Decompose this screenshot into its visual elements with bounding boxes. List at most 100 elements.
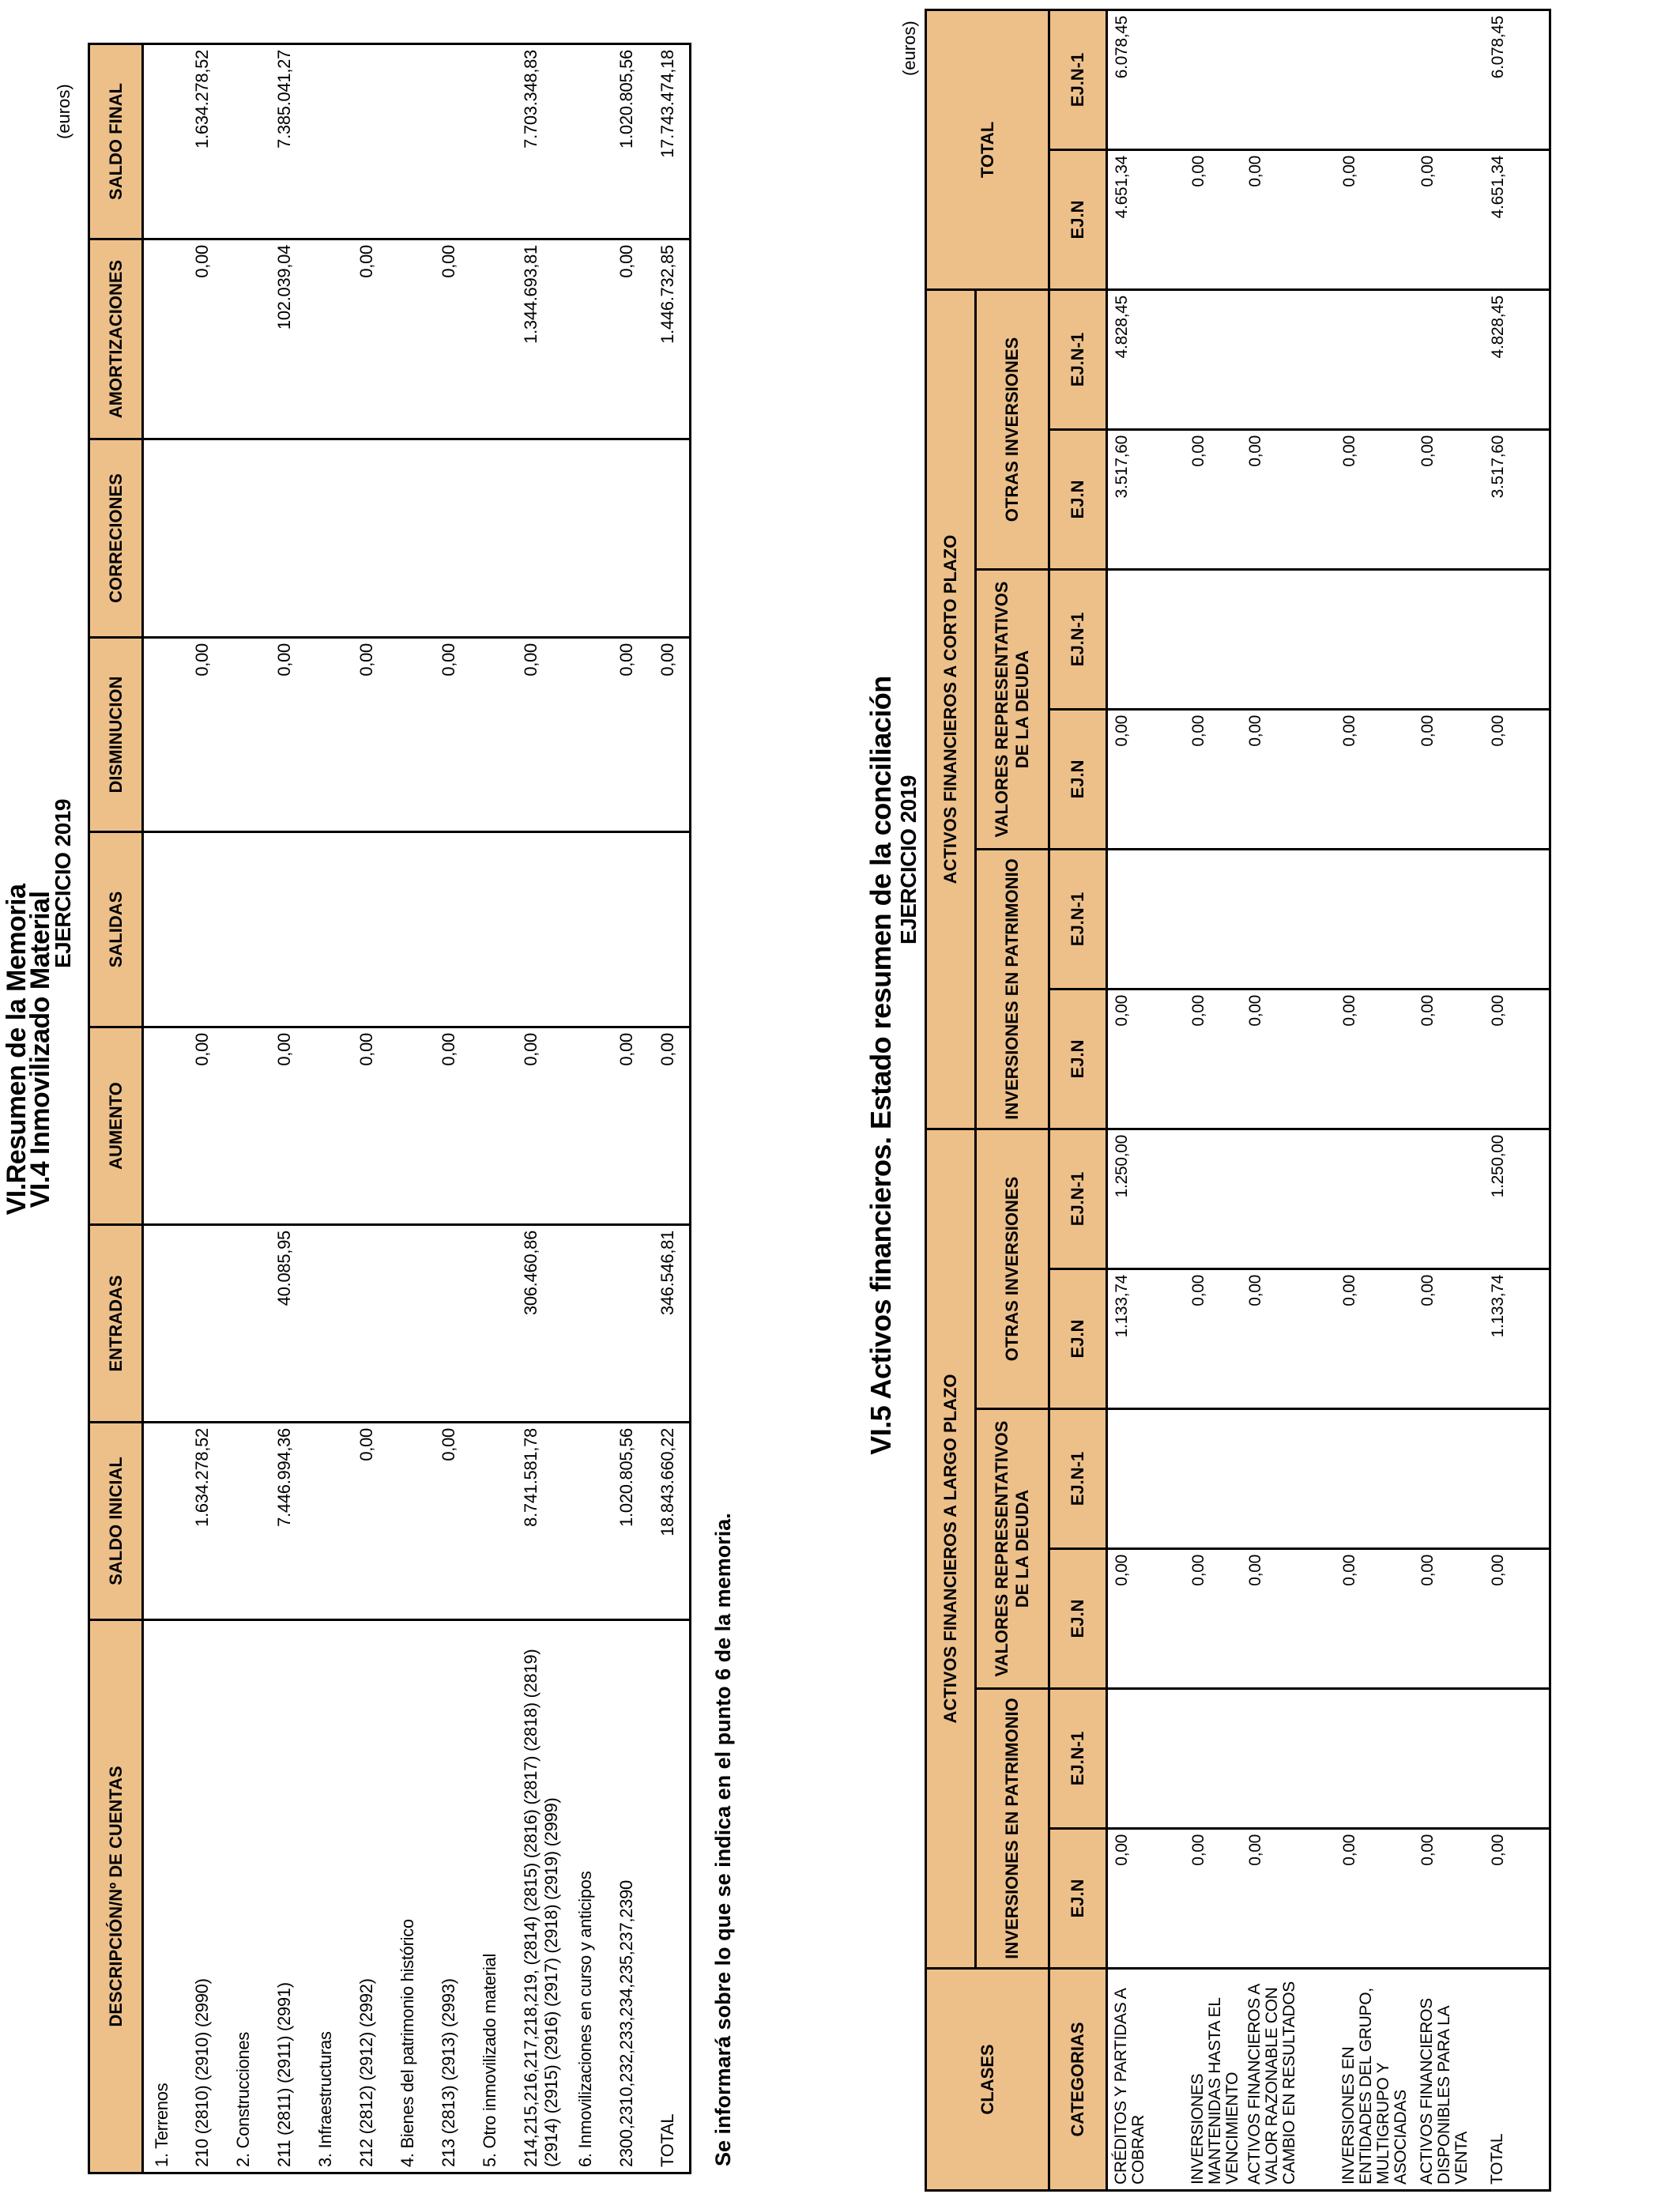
value-cell: 1.020.805,56 xyxy=(608,1422,650,1620)
value-cell xyxy=(142,1422,184,1620)
ejercicio-label-2: EJERCICIO 2019 xyxy=(896,775,921,944)
value-cell: 1.133,74 xyxy=(1483,1269,1550,1409)
subgroup-header: INVERSIONES EN PATRIMONIO xyxy=(975,849,1049,1129)
account-description: 214,215,216,217,218,219, (2814) (2815) (… xyxy=(512,1619,567,2173)
value-cell xyxy=(608,439,650,638)
column-header: SALDO FINAL xyxy=(89,43,143,239)
value-cell: 0,00 xyxy=(1184,149,1241,290)
value-cell: 0,00 xyxy=(1184,429,1241,570)
value-cell xyxy=(142,831,184,1027)
subgroup-header: OTRAS INVERSIONES xyxy=(975,289,1049,570)
account-description: 6. Inmovilizaciones en curso y anticipos xyxy=(567,1619,608,2173)
table-row: 213 (2813) (2913) (2993) 0,00 0,00 0,00 0,00 xyxy=(430,43,472,2173)
value-cell: 0,00 xyxy=(1241,429,1335,570)
value-cell: 0,00 xyxy=(1241,989,1335,1129)
value-cell xyxy=(1483,849,1550,990)
value-cell xyxy=(183,1224,225,1423)
column-header: CORRECIONES xyxy=(89,439,143,638)
value-cell xyxy=(567,1224,608,1423)
column-header: ENTRADAS xyxy=(89,1224,143,1423)
value-cell: 0,00 xyxy=(1106,1828,1185,1969)
value-cell: 7.385.041,27 xyxy=(266,43,307,239)
value-cell xyxy=(1106,569,1185,710)
footnote: Se informará sobre lo que se indica en e… xyxy=(711,1513,735,2166)
value-cell xyxy=(1335,569,1414,710)
value-cell: 0,00 xyxy=(512,1027,567,1225)
table-row: CRÉDITOS Y PARTIDAS A COBRAR 0,00 0,00 1.13… xyxy=(1106,9,1185,2191)
value-cell: 1.133,74 xyxy=(1106,1269,1185,1409)
value-cell: 1.020.805,56 xyxy=(608,43,650,239)
value-cell: 1.634.278,52 xyxy=(183,43,225,239)
value-cell: 0,00 xyxy=(649,1027,691,1225)
value-cell xyxy=(567,439,608,638)
value-cell: 0,00 xyxy=(266,637,307,832)
table-row: 3. Infraestructuras xyxy=(307,43,348,2173)
account-description: 213 (2813) (2913) (2993) xyxy=(430,1619,472,2173)
value-cell xyxy=(1184,1408,1241,1549)
table-row: 210 (2810) (2910) (2990) 1.634.278,52 0,00… xyxy=(183,43,225,2173)
value-cell xyxy=(389,1422,431,1620)
value-cell xyxy=(567,239,608,439)
value-cell xyxy=(142,43,184,239)
table-row: ACTIVOS FINANCIEROS DISPONIBLES PARA LA … xyxy=(1413,9,1484,2191)
account-description: 5. Otro inmovilizado material xyxy=(471,1619,513,2173)
value-cell xyxy=(608,831,650,1027)
category-label: INVERSIONES MANTENIDAS HASTA EL VENCIMIE… xyxy=(1184,1968,1241,2191)
value-cell: 346.546,81 xyxy=(649,1224,691,1423)
value-cell xyxy=(348,439,390,638)
table-row: 214,215,216,217,218,219, (2814) (2815) (… xyxy=(512,43,567,2173)
account-description: 3. Infraestructuras xyxy=(307,1619,348,2173)
value-cell: 102.039,04 xyxy=(266,239,307,439)
value-cell xyxy=(1413,1129,1484,1269)
ej-n-header: EJ.N xyxy=(1049,989,1107,1129)
largo-plazo-header: ACTIVOS FINANCIEROS A LARGO PLAZO xyxy=(925,1129,976,1969)
value-cell xyxy=(183,439,225,638)
account-description: 2. Construcciones xyxy=(224,1619,266,2173)
value-cell xyxy=(307,637,348,832)
value-cell xyxy=(430,439,472,638)
value-cell xyxy=(567,43,608,239)
activos-financieros-title: VI.5 Activos financieros. Estado resumen… xyxy=(864,676,897,1455)
value-cell xyxy=(1184,849,1241,990)
value-cell: 4.828,45 xyxy=(1106,289,1185,430)
value-cell: 0,00 xyxy=(430,1027,472,1225)
value-cell xyxy=(389,1224,431,1423)
value-cell xyxy=(1184,9,1241,150)
value-cell: 0,00 xyxy=(348,637,390,832)
value-cell: 1.250,00 xyxy=(1106,1129,1185,1269)
column-header: DISMINUCION xyxy=(89,637,143,832)
table-row: 211 (2811) (2911) (2991) 7.446.994,36 40.0… xyxy=(266,43,307,2173)
value-cell: 0,00 xyxy=(1335,429,1414,570)
value-cell: 4.651,34 xyxy=(1106,149,1185,290)
value-cell xyxy=(224,637,266,832)
value-cell xyxy=(471,439,513,638)
value-cell xyxy=(1335,1688,1414,1829)
value-cell: 0,00 xyxy=(183,637,225,832)
activos-financieros-table: CLASES ACTIVOS FINANCIEROS A LARGO PLAZO… xyxy=(925,8,1551,2192)
units-label: (euros) xyxy=(54,84,73,139)
units-label-2: (euros) xyxy=(899,21,919,76)
value-cell xyxy=(649,831,691,1027)
value-cell xyxy=(471,1422,513,1620)
value-cell: 0,00 xyxy=(430,239,472,439)
category-label: ACTIVOS FINANCIEROS A VALOR RAZONABLE CO… xyxy=(1241,1968,1335,2191)
corto-plazo-header: ACTIVOS FINANCIEROS A CORTO PLAZO xyxy=(925,289,976,1129)
value-cell: 6.078,45 xyxy=(1483,9,1550,150)
value-cell: 0,00 xyxy=(1413,1828,1484,1969)
value-cell: 0,00 xyxy=(1483,1828,1550,1969)
value-cell: 0,00 xyxy=(266,1027,307,1225)
account-description: 2300,2310,232,233,234,235,237,2390 xyxy=(608,1619,650,2173)
ejercicio-label: EJERCICIO 2019 xyxy=(51,799,75,968)
ej-n-1-header: EJ.N-1 xyxy=(1049,1688,1107,1829)
value-cell: 6.078,45 xyxy=(1106,9,1185,150)
value-cell: 0,00 xyxy=(1106,1548,1185,1689)
value-cell xyxy=(224,1027,266,1225)
value-cell xyxy=(567,831,608,1027)
value-cell: 0,00 xyxy=(183,1027,225,1225)
table-row: 212 (2812) (2912) (2992) 0,00 0,00 0,00 0,00 xyxy=(348,43,390,2173)
value-cell xyxy=(224,439,266,638)
value-cell xyxy=(307,1224,348,1423)
value-cell xyxy=(567,1422,608,1620)
value-cell xyxy=(1106,1688,1185,1829)
value-cell: 0,00 xyxy=(608,637,650,832)
